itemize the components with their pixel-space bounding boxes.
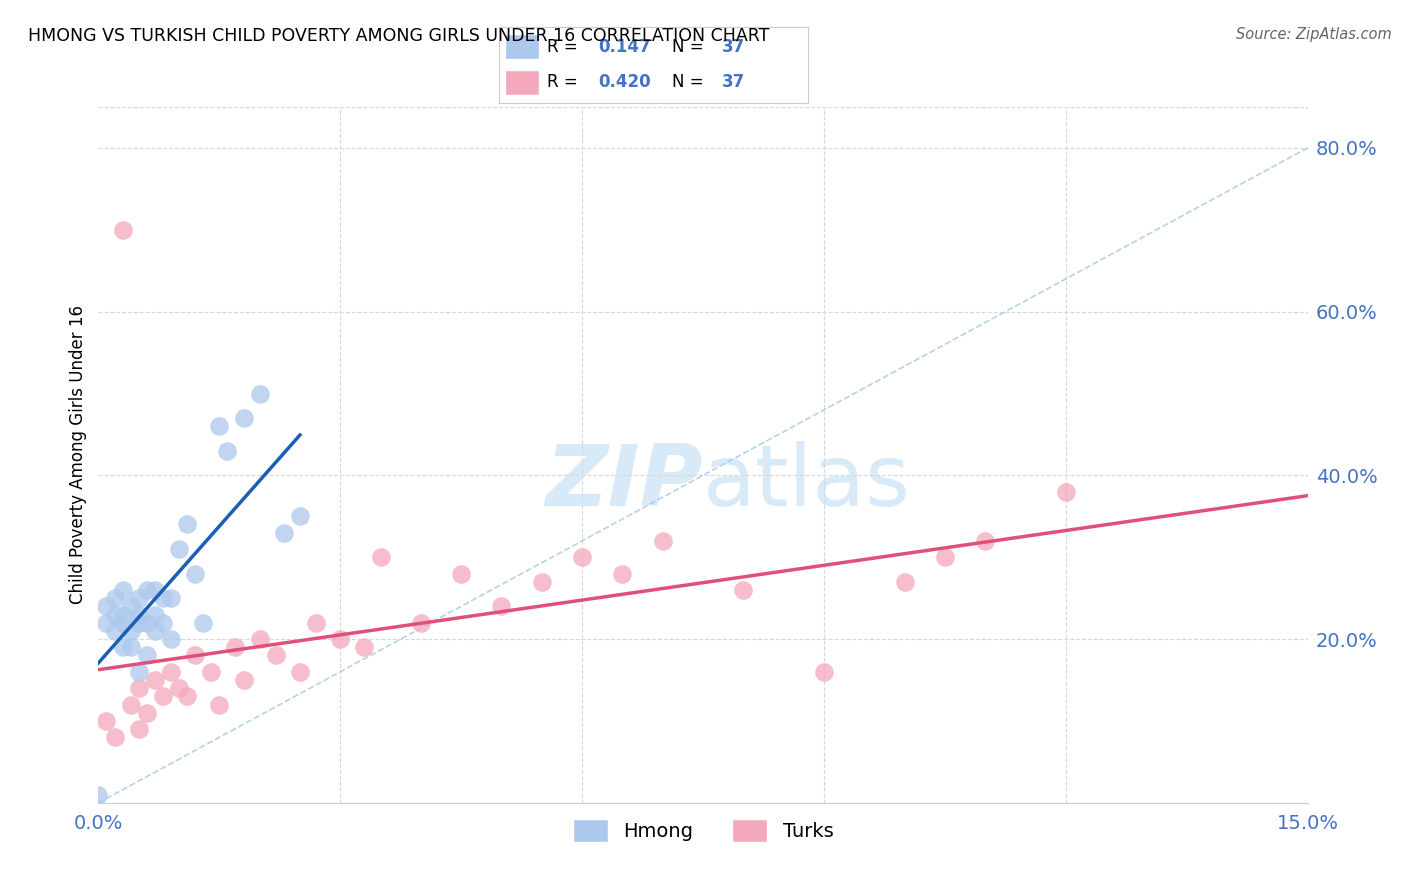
Point: [184, 566, 207, 581]
Point: [128, 722, 150, 736]
Point: [893, 574, 915, 589]
Point: [135, 615, 157, 630]
Point: [103, 731, 125, 745]
Point: [208, 419, 231, 434]
Point: [120, 599, 142, 614]
Point: [249, 632, 271, 646]
Point: [160, 591, 183, 606]
Point: [208, 698, 231, 712]
Point: [143, 582, 166, 597]
Point: [143, 607, 166, 622]
Point: [305, 615, 328, 630]
Point: [167, 542, 190, 557]
Point: [264, 648, 287, 663]
Point: [128, 591, 150, 606]
Y-axis label: Child Poverty Among Girls Under 16: Child Poverty Among Girls Under 16: [69, 305, 87, 605]
Point: [143, 673, 166, 687]
Text: N =: N =: [672, 37, 704, 56]
Point: [288, 509, 311, 524]
Text: Source: ZipAtlas.com: Source: ZipAtlas.com: [1236, 27, 1392, 42]
Point: [152, 690, 174, 704]
Point: [96, 599, 118, 614]
Point: [120, 624, 142, 638]
Text: atlas: atlas: [703, 442, 911, 524]
Point: [128, 607, 150, 622]
Point: [135, 648, 157, 663]
Point: [111, 607, 134, 622]
Point: [120, 640, 142, 655]
Point: [329, 632, 352, 646]
Text: 0.147: 0.147: [598, 37, 651, 56]
Point: [934, 550, 956, 565]
Point: [96, 714, 118, 728]
Point: [288, 665, 311, 679]
Point: [571, 550, 593, 565]
Bar: [505, 34, 540, 60]
Point: [249, 386, 271, 401]
Text: R =: R =: [547, 37, 578, 56]
Point: [111, 640, 134, 655]
Point: [128, 665, 150, 679]
Point: [813, 665, 835, 679]
Point: [135, 582, 157, 597]
Point: [612, 566, 634, 581]
Point: [200, 665, 222, 679]
Point: [111, 223, 134, 237]
Point: [87, 788, 110, 802]
Point: [232, 673, 254, 687]
Point: [450, 566, 472, 581]
Point: [224, 640, 246, 655]
Text: 0.420: 0.420: [598, 73, 651, 92]
Point: [167, 681, 190, 696]
Point: [974, 533, 997, 548]
Point: [409, 615, 432, 630]
Point: [184, 648, 207, 663]
Point: [530, 574, 553, 589]
Point: [733, 582, 755, 597]
Point: [217, 443, 239, 458]
Point: [135, 706, 157, 720]
Legend: Hmong, Turks: Hmong, Turks: [562, 809, 844, 852]
Point: [103, 591, 125, 606]
Point: [111, 582, 134, 597]
Point: [232, 411, 254, 425]
Point: [96, 615, 118, 630]
Point: [193, 615, 215, 630]
Text: ZIP: ZIP: [546, 442, 703, 524]
Point: [273, 525, 295, 540]
Point: [128, 615, 150, 630]
Point: [128, 681, 150, 696]
Point: [491, 599, 513, 614]
Point: [176, 517, 198, 532]
Text: 37: 37: [721, 37, 745, 56]
Point: [176, 690, 198, 704]
Point: [120, 698, 142, 712]
Point: [152, 615, 174, 630]
Point: [103, 607, 125, 622]
Text: HMONG VS TURKISH CHILD POVERTY AMONG GIRLS UNDER 16 CORRELATION CHART: HMONG VS TURKISH CHILD POVERTY AMONG GIR…: [28, 27, 769, 45]
Point: [103, 624, 125, 638]
Point: [651, 533, 673, 548]
Point: [160, 665, 183, 679]
Text: 37: 37: [721, 73, 745, 92]
Point: [353, 640, 375, 655]
Point: [152, 591, 174, 606]
Point: [143, 624, 166, 638]
Bar: [505, 70, 540, 95]
Point: [111, 615, 134, 630]
Point: [370, 550, 392, 565]
Point: [160, 632, 183, 646]
Text: R =: R =: [547, 73, 578, 92]
Text: N =: N =: [672, 73, 704, 92]
Point: [1054, 484, 1077, 499]
